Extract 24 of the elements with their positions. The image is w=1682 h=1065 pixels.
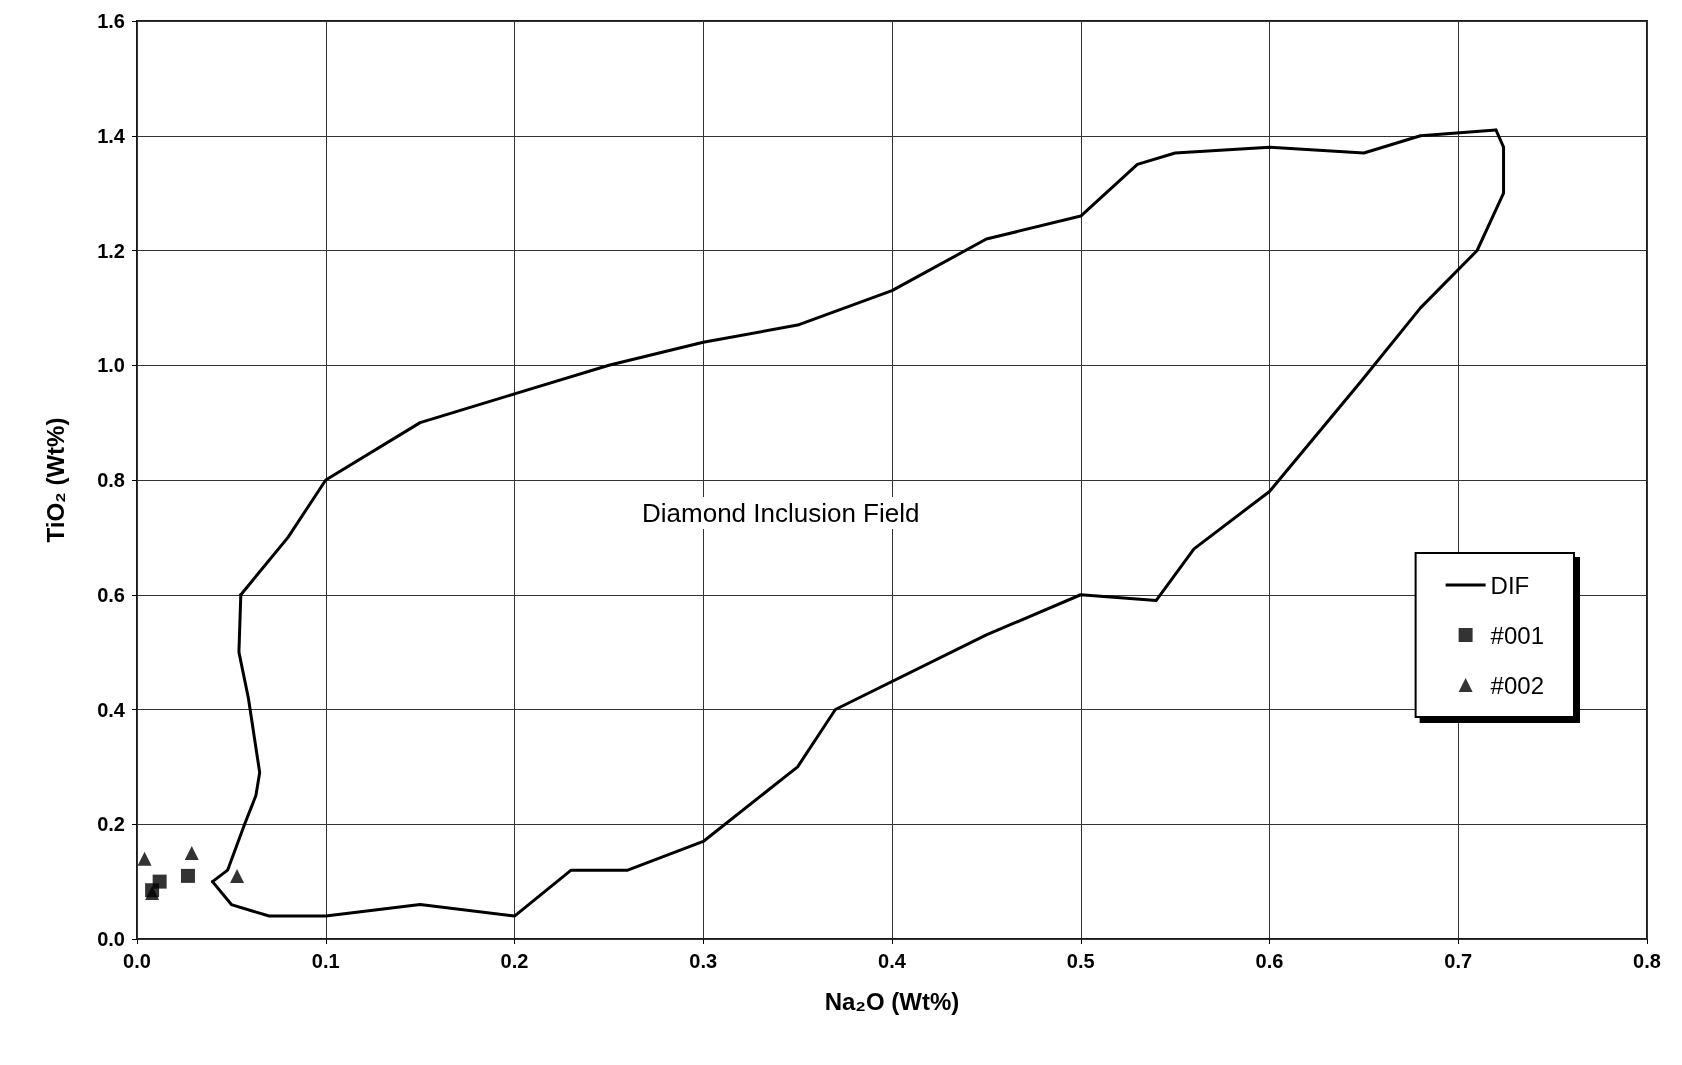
x-tick-label: 0.4: [878, 950, 907, 972]
x-tick-label: 0.0: [123, 950, 151, 972]
y-tick-label: 0.2: [97, 813, 125, 836]
y-tick-label: 0.4: [97, 698, 126, 721]
x-tick-label: 0.2: [500, 950, 529, 972]
x-tick-label: 0.7: [1444, 950, 1473, 972]
x-tick-label: 0.6: [1255, 950, 1284, 972]
annotation: Diamond Inclusion Field: [642, 498, 920, 528]
legend-label: #002: [1490, 671, 1544, 699]
y-tick-label: 0.0: [97, 928, 125, 950]
x-tick-label: 0.8: [1633, 950, 1661, 972]
legend-label: DIF: [1490, 571, 1530, 599]
y-tick-label: 1.2: [97, 239, 125, 262]
y-tick-label: 1.6: [97, 10, 125, 32]
y-axis-title: TiO₂ (Wt%): [41, 417, 69, 543]
y-tick-label: 0.6: [97, 583, 125, 606]
legend-label: #001: [1490, 621, 1544, 649]
y-tick-label: 0.8: [97, 469, 125, 491]
x-tick-label: 0.1: [311, 950, 340, 972]
x-axis-title: Na₂O (Wt%): [824, 987, 960, 1015]
y-tick-label: 1.4: [97, 124, 126, 147]
x-tick-label: 0.3: [689, 950, 718, 972]
x-tick-label: 0.5: [1066, 950, 1095, 972]
y-tick-label: 1.0: [97, 354, 125, 377]
